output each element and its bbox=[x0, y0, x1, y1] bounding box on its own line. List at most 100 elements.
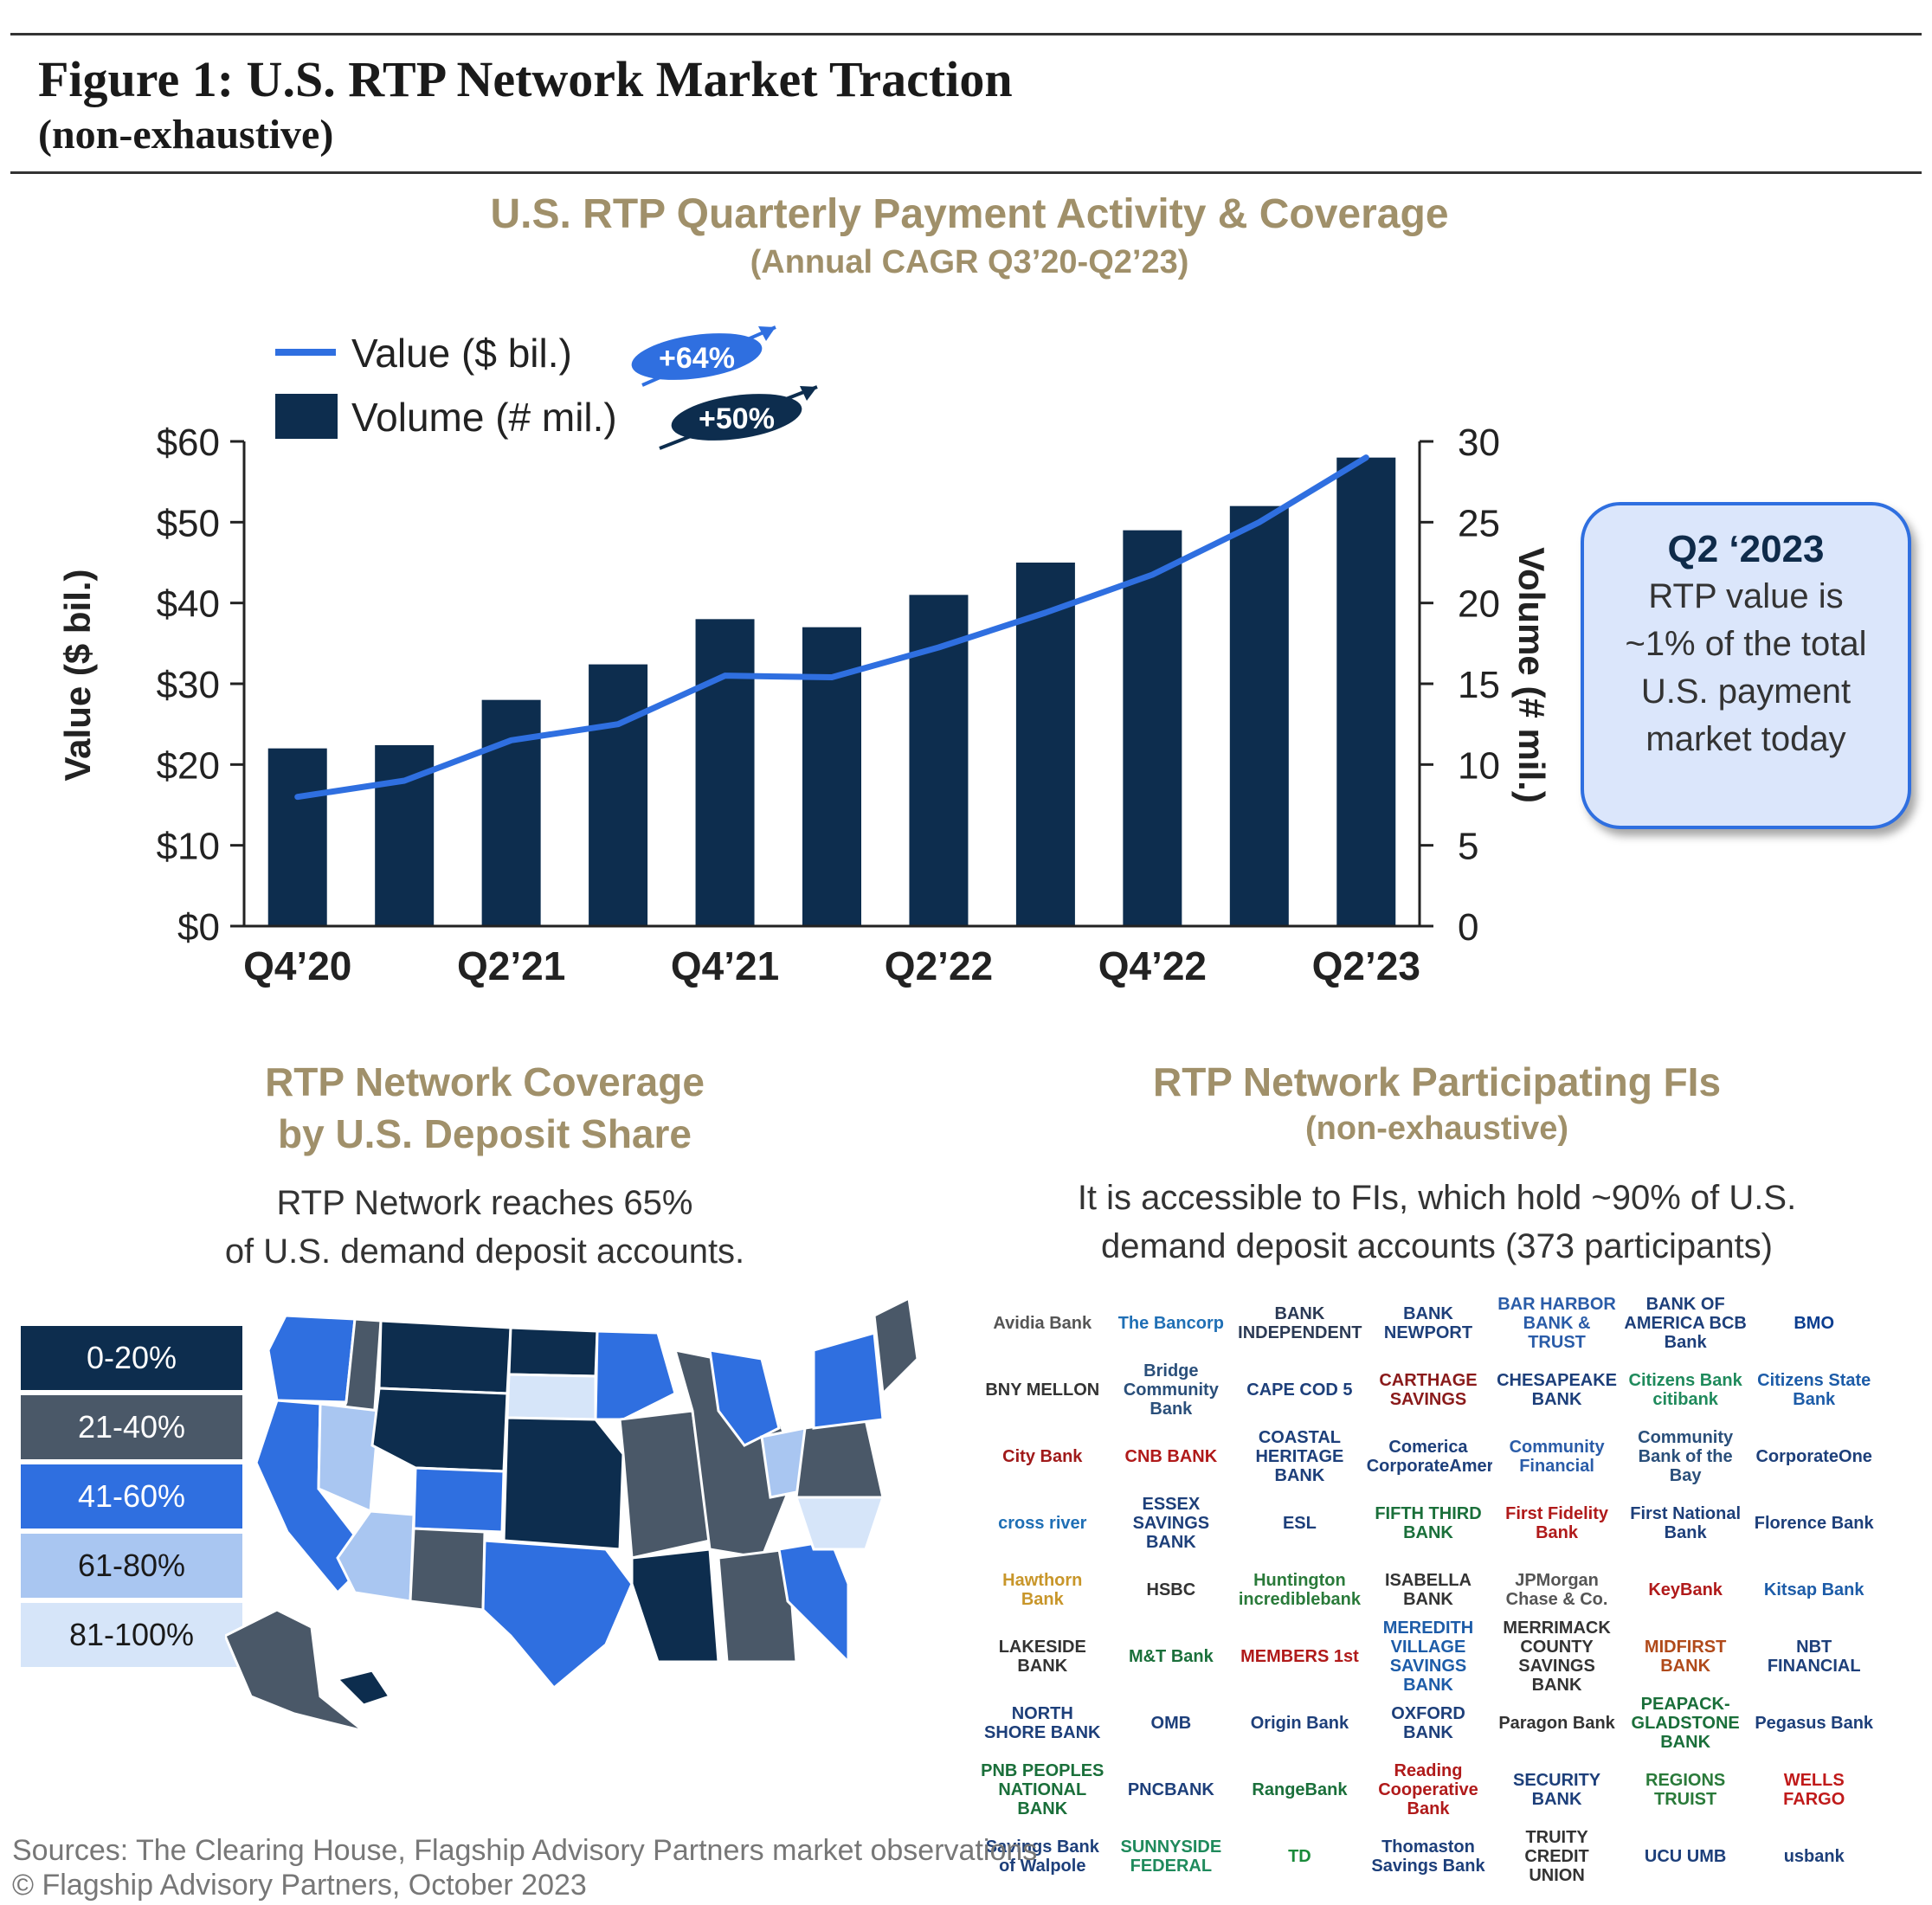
participant-logo: Kitsap Bank bbox=[1763, 1580, 1864, 1599]
x-tick-label: Q4’21 bbox=[671, 943, 779, 988]
y2-tick-label: 25 bbox=[1458, 502, 1500, 544]
map-region-northwest bbox=[267, 1314, 357, 1404]
cagr-volume-text: +50% bbox=[699, 402, 775, 435]
map-region-arizona bbox=[336, 1509, 415, 1603]
participant-logo: BANK OF AMERICA BCB Bank bbox=[1624, 1294, 1747, 1352]
chart-title: U.S. RTP Quarterly Payment Activity & Co… bbox=[490, 191, 1449, 237]
x-tick-label: Q4’22 bbox=[1098, 943, 1207, 988]
participant-logo: KeyBank bbox=[1648, 1580, 1723, 1599]
participant-logo: Bridge Community Bank bbox=[1123, 1361, 1219, 1419]
map-region-montana bbox=[377, 1319, 512, 1395]
map-region-new-york bbox=[812, 1331, 885, 1430]
participants-text-line1: It is accessible to FIs, which hold ~90%… bbox=[1077, 1179, 1797, 1217]
participant-logo: SECURITY BANK bbox=[1513, 1770, 1601, 1809]
y-tick-label: $60 bbox=[157, 422, 220, 464]
legend-81-100: 81-100% bbox=[21, 1603, 242, 1667]
participant-logo: CNB BANK bbox=[1124, 1446, 1218, 1466]
y2-tick-label: 10 bbox=[1458, 744, 1500, 787]
participant-logo: MERRIMACK COUNTY SAVINGS BANK bbox=[1503, 1618, 1611, 1695]
coverage-text: RTP Network reaches 65% of U.S. demand d… bbox=[95, 1179, 874, 1276]
participant-logo: FIFTH THIRD BANK bbox=[1375, 1503, 1482, 1542]
payment-activity-chart: Value ($ bil.) Volume (# mil.) +64% +50%… bbox=[57, 325, 1552, 988]
participant-logo: BANK NEWPORT bbox=[1383, 1303, 1473, 1342]
participant-logo: CAPE COD 5 bbox=[1246, 1380, 1353, 1400]
map-region-texas bbox=[481, 1539, 634, 1690]
participant-logo: First Fidelity Bank bbox=[1505, 1503, 1609, 1542]
participant-logo: Huntington incrediblebank bbox=[1238, 1570, 1361, 1609]
participant-logo: Thomaston Savings Bank bbox=[1371, 1837, 1485, 1876]
map-region-southeast bbox=[717, 1548, 798, 1664]
participant-logo: Savings Bank of Walpole bbox=[985, 1837, 1099, 1876]
participant-logo: WELLS FARGO bbox=[1783, 1770, 1845, 1809]
participant-logo: Community Financial bbox=[1509, 1437, 1605, 1476]
participants-subtitle: (non-exhaustive) bbox=[1304, 1110, 1569, 1147]
top-rule bbox=[10, 33, 1922, 35]
participant-logo: Avidia Bank bbox=[993, 1313, 1092, 1333]
y-axis-label: Value ($ bil.) bbox=[57, 569, 98, 781]
map-region-iowa-missouri bbox=[618, 1409, 712, 1560]
participant-logo: BNY MELLON bbox=[985, 1380, 1100, 1400]
participant-logo: City Bank bbox=[1002, 1446, 1083, 1466]
legend-21-40: 21-40% bbox=[21, 1395, 242, 1459]
cagr-value-arrowhead bbox=[758, 326, 776, 341]
q2-2023-callout: Q2 ‘2023 RTP value is ~1% of the total U… bbox=[1581, 502, 1911, 829]
participant-logo: Origin Bank bbox=[1250, 1713, 1349, 1733]
participant-logo: CARTHAGE SAVINGS bbox=[1379, 1370, 1478, 1409]
map-region-new-mexico bbox=[409, 1527, 486, 1612]
participant-logo: cross river bbox=[998, 1513, 1087, 1533]
y-tick-label: $10 bbox=[157, 826, 220, 868]
map-region-carolinas bbox=[794, 1496, 886, 1551]
participant-logo: COASTAL HERITAGE BANK bbox=[1255, 1427, 1344, 1485]
participant-logos-grid: Avidia Bank The Bancorp BANK INDEPENDENT BA… bbox=[978, 1290, 1878, 1885]
legend-value-label: Value ($ bil.) bbox=[351, 331, 572, 376]
map-region-arkansas-louisiana bbox=[630, 1548, 720, 1664]
participants-text: It is accessible to FIs, which hold ~90%… bbox=[978, 1174, 1896, 1271]
map-region-hawaii bbox=[335, 1669, 392, 1707]
participant-logo: PNB PEOPLES NATIONAL BANK bbox=[981, 1760, 1104, 1818]
participant-logo: TD bbox=[1288, 1846, 1311, 1866]
participant-logo: CorporateOne bbox=[1755, 1446, 1872, 1466]
participant-logo: The Bancorp bbox=[1117, 1313, 1224, 1333]
legend-0-20: 0-20% bbox=[21, 1326, 242, 1390]
participant-logo: OXFORD BANK bbox=[1391, 1703, 1465, 1742]
y2-tick-label: 0 bbox=[1458, 906, 1478, 949]
coverage-title-line2: by U.S. Deposit Share bbox=[277, 1111, 692, 1156]
participant-logo: BMO bbox=[1794, 1313, 1835, 1333]
participant-logo: MIDFIRST BANK bbox=[1644, 1637, 1727, 1676]
x-tick-label: Q2’22 bbox=[885, 943, 993, 988]
participant-logo: TRUITY CREDIT UNION bbox=[1524, 1827, 1589, 1885]
map-region-nevada bbox=[317, 1402, 381, 1514]
participant-logo: JPMorgan Chase & Co. bbox=[1505, 1570, 1608, 1609]
chart-legend: Value ($ bil.) Volume (# mil.) +64% +50% bbox=[275, 325, 818, 450]
participant-logo: PNCBANK bbox=[1127, 1780, 1214, 1799]
copyright-line: © Flagship Advisory Partners, October 20… bbox=[12, 1869, 587, 1902]
participant-logo: ESSEX SAVINGS BANK bbox=[1132, 1494, 1210, 1552]
plot-area: $0 $10 $20 $30 $40 $50 $60 0 5 10 15 20 25 30 Q4’20 Q2’… bbox=[157, 422, 1500, 988]
map-region-colorado bbox=[412, 1466, 506, 1534]
map-region-plains bbox=[502, 1416, 625, 1551]
participant-logo: ESL bbox=[1282, 1513, 1317, 1533]
y2-tick-label: 30 bbox=[1458, 422, 1500, 464]
map-region-new-england bbox=[873, 1298, 919, 1397]
participant-logo: LAKESIDE BANK bbox=[998, 1637, 1086, 1676]
participant-logo: PEAPACK-GLADSTONE BANK bbox=[1631, 1694, 1740, 1752]
cagr-value-badge bbox=[631, 333, 763, 380]
us-coverage-map bbox=[225, 1298, 919, 1733]
map-region-upper-midwest bbox=[594, 1329, 677, 1421]
coverage-text-line1: RTP Network reaches 65% bbox=[276, 1184, 693, 1222]
y2-tick-label: 5 bbox=[1458, 826, 1478, 868]
participant-logo: RangeBank bbox=[1252, 1780, 1348, 1799]
legend-bar-swatch bbox=[275, 394, 338, 439]
map-region-mid-atlantic bbox=[795, 1418, 885, 1499]
map-region-alaska bbox=[225, 1608, 364, 1733]
participant-logo: NORTH SHORE BANK bbox=[984, 1703, 1101, 1742]
coverage-text-line2: of U.S. demand deposit accounts. bbox=[224, 1232, 745, 1271]
bar-4 bbox=[589, 664, 648, 926]
figure-subtitle: (non-exhaustive) bbox=[38, 112, 334, 158]
participant-logo: UCU UMB bbox=[1644, 1846, 1727, 1866]
y-tick-label: $0 bbox=[177, 906, 220, 949]
participant-logo: M&T Bank bbox=[1128, 1646, 1214, 1666]
cagr-value-text: +64% bbox=[659, 342, 735, 375]
y2-tick-label: 20 bbox=[1458, 583, 1500, 626]
x-tick-label: Q2’23 bbox=[1312, 943, 1420, 988]
